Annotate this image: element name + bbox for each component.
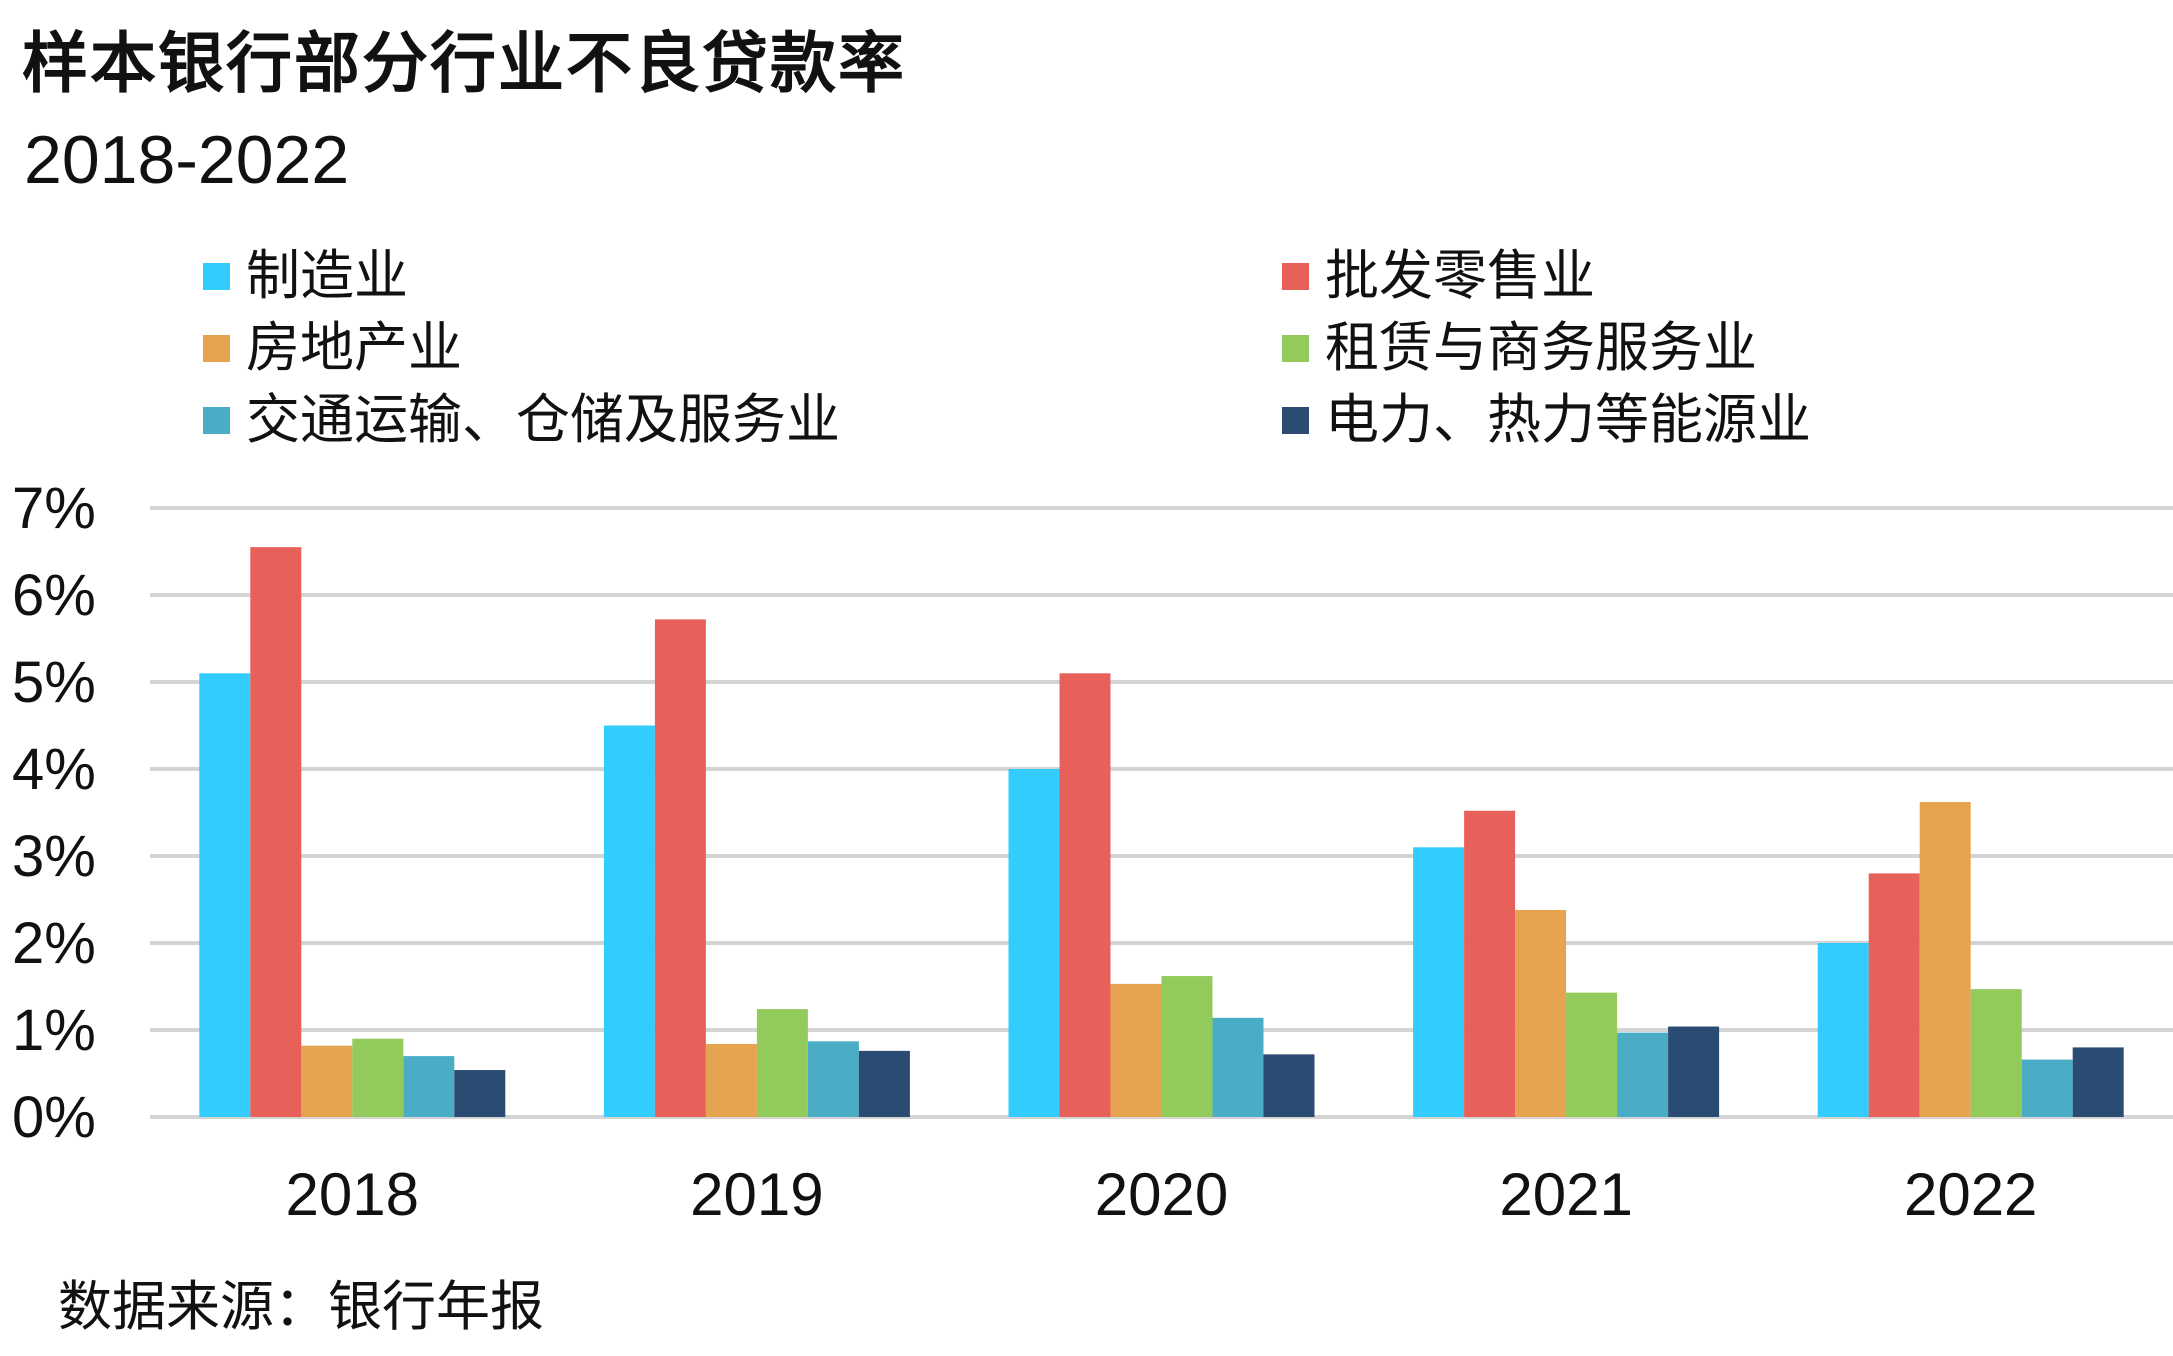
bar-2018-3 xyxy=(352,1038,404,1117)
y-tick-label: 3% xyxy=(12,824,96,889)
legend-swatch-real-estate xyxy=(203,334,230,362)
legend-label-energy: 电力、热力等能源业 xyxy=(1325,388,1811,451)
legend-label-wholesale-retail: 批发零售业 xyxy=(1325,244,1595,307)
y-tick-label: 7% xyxy=(12,476,96,541)
bars xyxy=(199,547,2124,1117)
legend-label-transport-storage: 交通运输、仓储及服务业 xyxy=(246,388,840,451)
x-tick-label: 2019 xyxy=(690,1161,823,1228)
bar-2019-3 xyxy=(756,1009,808,1117)
bar-2021-0 xyxy=(1413,847,1465,1117)
legend-swatch-wholesale-retail xyxy=(1282,262,1309,290)
y-tick-label: 4% xyxy=(12,737,96,802)
bar-2019-2 xyxy=(705,1043,757,1117)
source-note: 数据来源：银行年报 xyxy=(58,1275,544,1338)
bar-2018-0 xyxy=(199,673,251,1117)
y-tick-label: 0% xyxy=(12,1085,96,1150)
bar-2021-2 xyxy=(1515,909,1567,1117)
bar-2022-0 xyxy=(1817,943,1869,1117)
bar-2020-4 xyxy=(1212,1017,1264,1117)
bar-2021-3 xyxy=(1566,992,1618,1117)
bar-2019-1 xyxy=(654,619,706,1117)
x-tick-label: 2018 xyxy=(286,1161,419,1228)
bar-2020-0 xyxy=(1008,769,1060,1117)
bar-2022-1 xyxy=(1868,873,1920,1117)
x-tick-label: 2022 xyxy=(1904,1161,2037,1228)
legend-swatch-energy xyxy=(1282,406,1309,434)
bar-chart: 0% 1% 2% 3% 4% 5% 6% 7% 2018 2019 2020 2021 2022 xyxy=(12,476,2173,1228)
bar-2020-1 xyxy=(1059,673,1111,1117)
bar-2022-5 xyxy=(2072,1047,2124,1117)
legend-swatch-transport-storage xyxy=(203,406,230,434)
y-tick-label: 1% xyxy=(12,998,96,1063)
y-tick-label: 6% xyxy=(12,563,96,628)
bar-2021-1 xyxy=(1464,810,1516,1117)
y-axis: 0% 1% 2% 3% 4% 5% 6% 7% xyxy=(12,476,96,1150)
x-tick-label: 2020 xyxy=(1095,1161,1228,1228)
legend-swatch-manufacturing xyxy=(203,262,230,290)
bar-2022-2 xyxy=(1919,802,1971,1117)
legend-label-manufacturing: 制造业 xyxy=(246,244,408,307)
bar-2020-3 xyxy=(1161,976,1213,1117)
legend-swatch-leasing-business xyxy=(1282,334,1309,362)
chart-title: 样本银行部分行业不良贷款率 xyxy=(22,25,906,102)
legend-label-leasing-business: 租赁与商务服务业 xyxy=(1325,316,1757,379)
bar-2020-5 xyxy=(1263,1054,1315,1117)
legend-item-manufacturing: 制造业 xyxy=(203,246,408,306)
x-axis: 2018 2019 2020 2021 2022 xyxy=(286,1161,2038,1228)
bar-2022-4 xyxy=(2021,1059,2073,1117)
chart-subtitle: 2018-2022 xyxy=(24,122,350,198)
bar-2021-5 xyxy=(1668,1026,1720,1117)
legend-item-wholesale-retail: 批发零售业 xyxy=(1282,246,1595,306)
bar-2021-4 xyxy=(1617,1032,1669,1117)
y-tick-label: 5% xyxy=(12,650,96,715)
bar-2019-4 xyxy=(807,1041,859,1117)
bar-2019-5 xyxy=(858,1050,910,1117)
bar-2020-2 xyxy=(1110,983,1162,1117)
y-tick-label: 2% xyxy=(12,911,96,976)
bar-2018-4 xyxy=(403,1056,455,1117)
x-tick-label: 2021 xyxy=(1499,1161,1632,1228)
bar-2019-0 xyxy=(603,725,655,1117)
legend-item-transport-storage: 交通运输、仓储及服务业 xyxy=(203,390,840,450)
legend-item-energy: 电力、热力等能源业 xyxy=(1282,390,1811,450)
bar-2018-5 xyxy=(454,1070,506,1117)
legend-item-real-estate: 房地产业 xyxy=(203,318,462,378)
legend-item-leasing-business: 租赁与商务服务业 xyxy=(1282,318,1757,378)
legend-label-real-estate: 房地产业 xyxy=(246,316,462,379)
bar-2018-1 xyxy=(250,547,302,1117)
bar-2018-2 xyxy=(301,1045,353,1117)
bar-2022-3 xyxy=(1970,989,2022,1117)
